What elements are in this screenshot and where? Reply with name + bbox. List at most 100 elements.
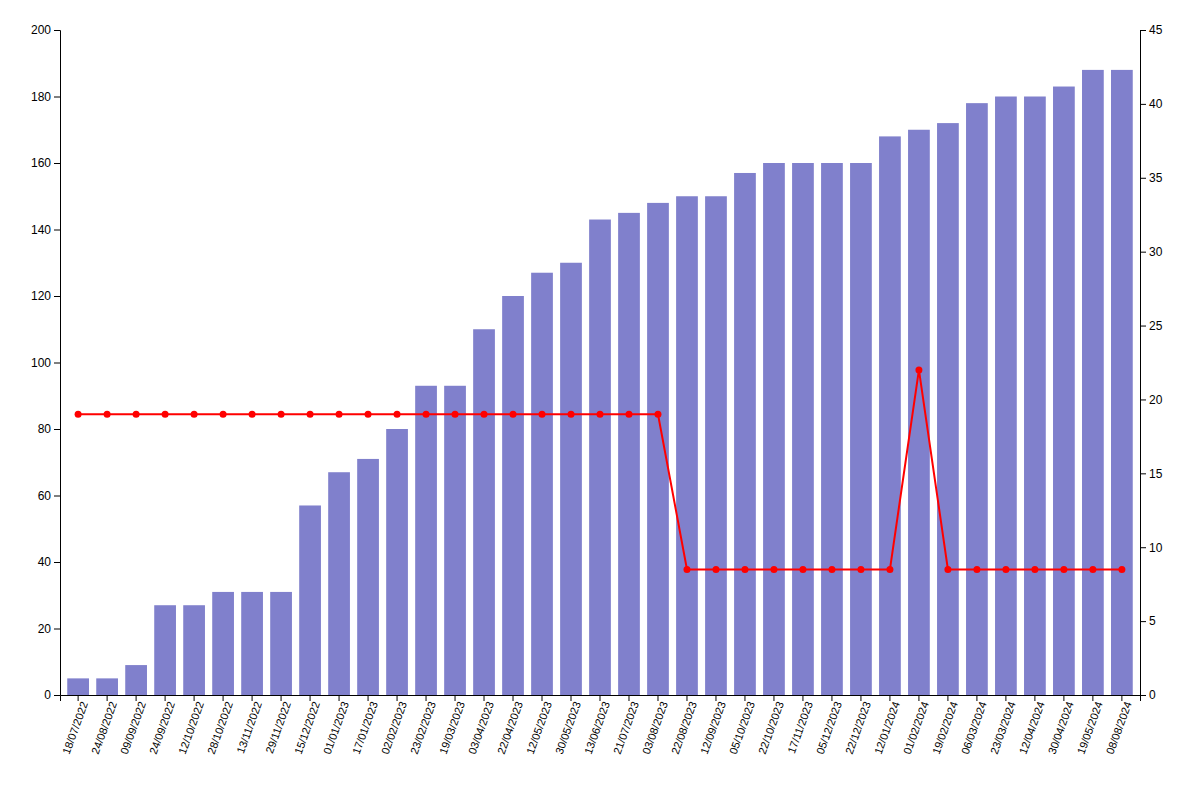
tick: 25 (1140, 319, 1163, 333)
tick-label: 10 (1149, 541, 1163, 555)
marker (915, 366, 922, 373)
tick-label: 05/10/2023 (727, 700, 757, 756)
marker (625, 411, 632, 418)
tick: 35 (1140, 171, 1163, 185)
tick-mark (54, 496, 60, 497)
tick: 80 (38, 422, 60, 436)
marker (510, 411, 517, 418)
tick: 20 (38, 622, 60, 636)
marker (828, 566, 835, 573)
tick: 200 (31, 23, 60, 37)
marker (336, 411, 343, 418)
tick: 100 (31, 356, 60, 370)
tick-label: 23/03/2024 (988, 700, 1018, 756)
tick: 21/07/2023 (611, 695, 641, 756)
marker (886, 566, 893, 573)
tick-label: 0 (44, 688, 51, 702)
tick-mark (54, 296, 60, 297)
tick-mark (54, 230, 60, 231)
tick-label: 12/09/2023 (698, 700, 728, 756)
x-axis: 18/07/202224/08/202209/09/202224/09/2022… (60, 695, 1141, 756)
tick: 12/10/2022 (176, 695, 206, 756)
tick-label: 13/06/2023 (582, 700, 612, 756)
tick: 13/11/2022 (234, 695, 264, 755)
bar (908, 130, 930, 695)
bar (1053, 87, 1075, 695)
tick-label: 20 (1149, 393, 1163, 407)
bar (241, 592, 263, 695)
tick: 20 (1140, 393, 1163, 407)
tick-label: 09/09/2022 (118, 700, 148, 756)
tick-mark (1140, 30, 1146, 31)
tick: 0 (44, 688, 60, 702)
tick: 12/01/2024 (872, 695, 902, 756)
y-axis: 020406080100120140160180200 (31, 23, 61, 702)
marker (741, 566, 748, 573)
tick: 12/09/2023 (698, 695, 728, 756)
marker (191, 411, 198, 418)
bar (386, 429, 408, 695)
marker (75, 411, 82, 418)
tick-label: 19/02/2024 (930, 700, 960, 756)
tick-mark (1140, 252, 1146, 253)
tick: 01/02/2024 (901, 695, 931, 756)
tick: 06/03/2024 (959, 695, 989, 756)
tick-label: 12/05/2023 (524, 700, 554, 756)
tick-label: 19/05/2024 (1075, 700, 1105, 756)
tick: 22/08/2023 (669, 695, 699, 756)
bar (96, 678, 118, 695)
tick-label: 24/09/2022 (147, 700, 177, 756)
line-series (75, 366, 1126, 573)
tick-label: 30/04/2024 (1046, 700, 1076, 756)
tick-label: 08/08/2024 (1104, 700, 1134, 756)
bar (531, 273, 553, 695)
tick: 19/02/2024 (930, 695, 960, 756)
tick-mark (1140, 104, 1146, 105)
tick: 0 (1140, 688, 1156, 702)
tick-label: 28/10/2022 (205, 700, 235, 756)
marker (597, 411, 604, 418)
tick-label: 40 (1149, 97, 1163, 111)
tick: 09/09/2022 (118, 695, 148, 756)
tick: 17/11/2023 (785, 695, 815, 755)
marker (162, 411, 169, 418)
tick-label: 22/08/2023 (669, 700, 699, 756)
bar-series (67, 70, 1133, 695)
tick-label: 29/11/2022 (263, 700, 293, 755)
bar (589, 220, 611, 695)
tick-label: 23/02/2023 (408, 700, 438, 756)
tick: 02/02/2023 (379, 695, 409, 756)
tick-label: 15 (1149, 467, 1163, 481)
bar (734, 173, 756, 695)
tick-label: 120 (31, 289, 51, 303)
tick-label: 140 (31, 223, 51, 237)
tick-mark (54, 30, 60, 31)
tick-label: 22/04/2023 (495, 700, 525, 756)
tick-label: 02/02/2023 (379, 700, 409, 756)
bar (995, 97, 1017, 696)
marker (1060, 566, 1067, 573)
bar (1024, 97, 1046, 696)
axis-line (1141, 31, 1147, 696)
tick-mark (1140, 695, 1146, 696)
marker (365, 411, 372, 418)
tick: 08/08/2024 (1104, 695, 1134, 756)
tick: 12/04/2024 (1017, 695, 1047, 756)
tick: 05/12/2023 (814, 695, 844, 756)
tick-mark (1140, 473, 1146, 474)
tick: 22/12/2023 (843, 695, 873, 756)
bar (357, 459, 379, 695)
tick-label: 19/03/2023 (437, 700, 467, 756)
tick-label: 0 (1149, 688, 1156, 702)
marker (481, 411, 488, 418)
axis-line (54, 31, 61, 696)
marker (770, 566, 777, 573)
tick: 40 (1140, 97, 1163, 111)
marker (1118, 566, 1125, 573)
tick: 12/05/2023 (524, 695, 554, 756)
marker (423, 411, 430, 418)
tick: 120 (31, 289, 60, 303)
tick-label: 06/03/2024 (959, 700, 989, 756)
tick: 01/01/2023 (321, 695, 351, 756)
tick-label: 5 (1149, 614, 1156, 628)
